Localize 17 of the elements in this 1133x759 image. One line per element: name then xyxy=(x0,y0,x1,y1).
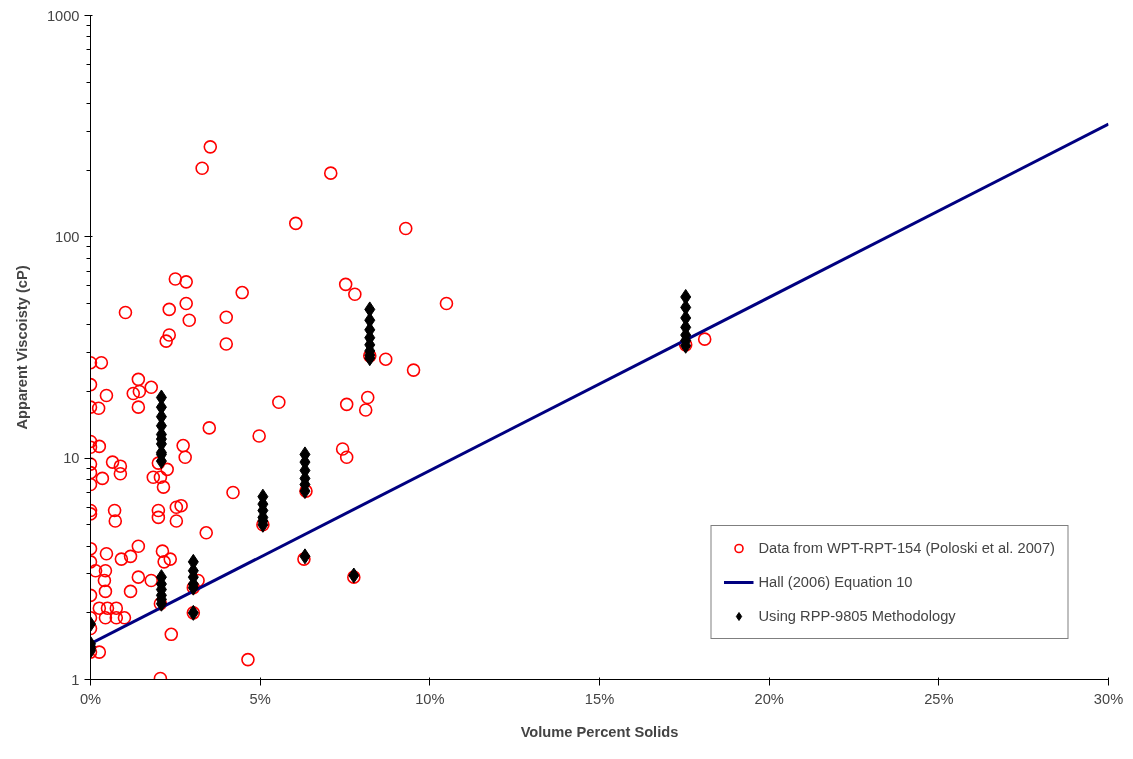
y-tick-label: 1000 xyxy=(46,7,80,24)
point xyxy=(299,548,311,565)
y-axis-title: Apparent Viscoisty (cP) xyxy=(13,265,30,430)
x-tick-label: 25% xyxy=(924,690,954,707)
y-tick-label: 1 xyxy=(71,671,80,688)
x-tick-label: 0% xyxy=(79,690,102,707)
y-tick-label: 100 xyxy=(55,228,80,245)
x-tick-label: 30% xyxy=(1093,690,1124,707)
x-axis-title: Volume Percent Solids xyxy=(520,723,679,740)
legend-label: Data from WPT-RPT-154 (Poloski et al. 2007) xyxy=(758,540,1055,556)
x-tick-label: 5% xyxy=(249,690,271,707)
x-tick-label: 15% xyxy=(584,690,615,707)
y-tick-label: 10 xyxy=(63,450,80,467)
legend-label: Hall (2006) Equation 10 xyxy=(758,574,913,590)
legend-label: Using RPP-9805 Methodology xyxy=(758,608,956,624)
x-tick-label: 20% xyxy=(754,690,784,707)
x-tick-label: 10% xyxy=(415,690,445,707)
